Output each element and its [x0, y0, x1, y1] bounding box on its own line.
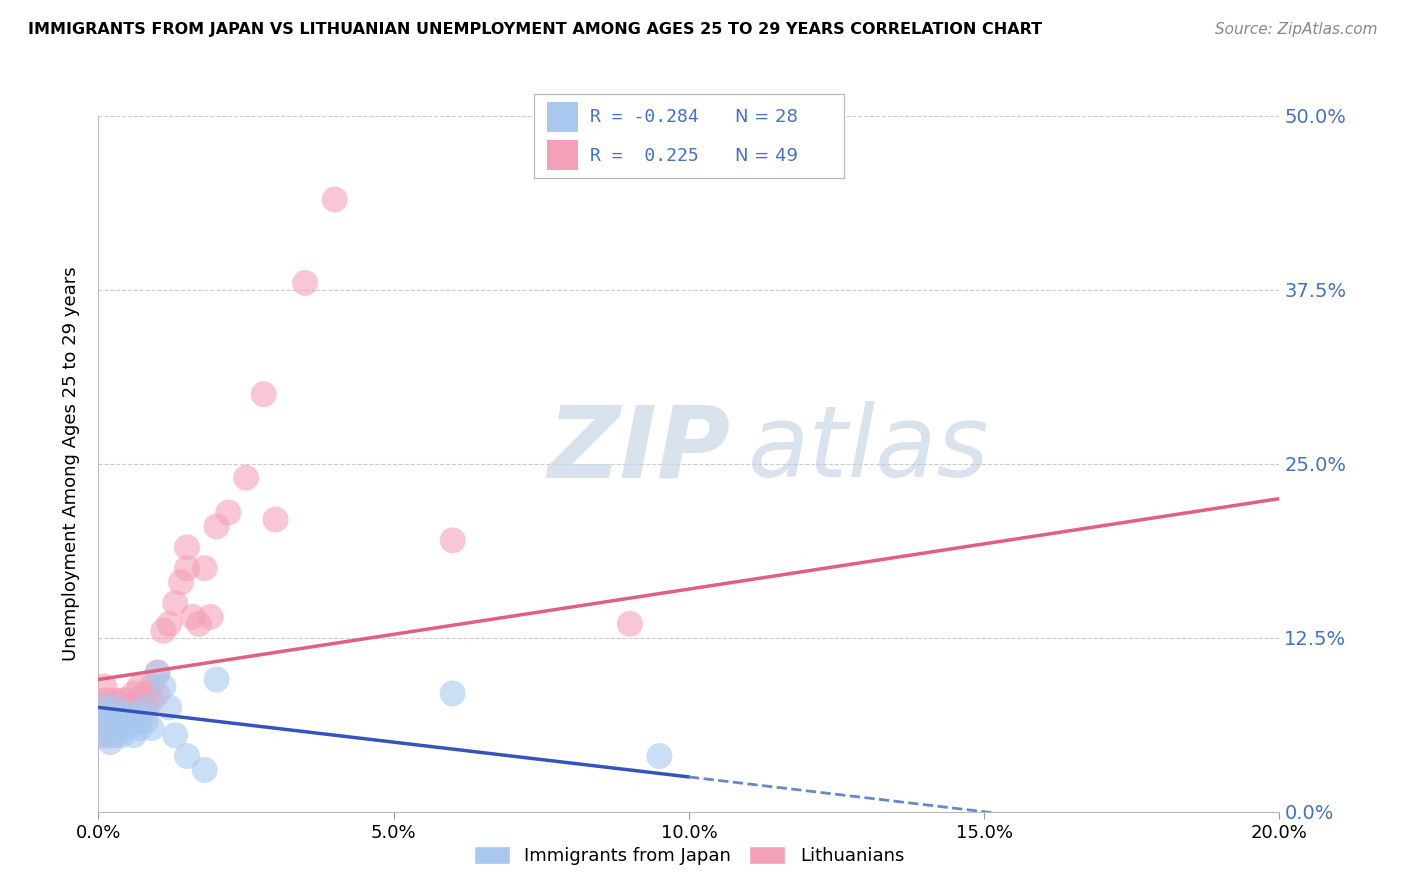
Point: [117, 721, 139, 735]
Point: [165, 728, 187, 742]
Point: [122, 700, 145, 714]
Point: [93, 680, 115, 694]
Y-axis label: Unemployment Among Ages 25 to 29 years: Unemployment Among Ages 25 to 29 years: [62, 267, 80, 661]
Point: [93, 700, 115, 714]
Point: [135, 700, 157, 714]
Point: [141, 693, 163, 707]
Point: [194, 763, 217, 777]
Point: [128, 721, 150, 735]
Text: IMMIGRANTS FROM JAPAN VS LITHUANIAN UNEMPLOYMENT AMONG AGES 25 TO 29 YEARS CORRE: IMMIGRANTS FROM JAPAN VS LITHUANIAN UNEM…: [28, 22, 1042, 37]
Point: [98, 728, 121, 742]
Point: [98, 693, 121, 707]
Point: [117, 714, 139, 729]
Point: [98, 707, 121, 722]
Text: N = 49: N = 49: [735, 146, 799, 164]
Text: N = 28: N = 28: [735, 109, 799, 127]
Point: [98, 721, 121, 735]
Point: [294, 276, 316, 290]
Point: [152, 680, 174, 694]
Point: [217, 506, 239, 520]
Point: [105, 721, 128, 735]
Point: [235, 471, 257, 485]
Bar: [547, 103, 578, 132]
Point: [441, 533, 464, 548]
Point: [165, 596, 187, 610]
Point: [128, 693, 150, 707]
Point: [146, 665, 169, 680]
Point: [111, 714, 134, 729]
Point: [323, 193, 346, 207]
Point: [128, 707, 150, 722]
Point: [181, 610, 204, 624]
Point: [205, 673, 228, 687]
Point: [619, 616, 641, 631]
Point: [146, 665, 169, 680]
Point: [117, 693, 139, 707]
Point: [170, 575, 193, 590]
Point: [122, 686, 145, 700]
Point: [176, 541, 198, 555]
Text: ZIP: ZIP: [547, 401, 730, 499]
Point: [117, 707, 139, 722]
Point: [105, 700, 128, 714]
Point: [93, 693, 115, 707]
Text: R =  0.225: R = 0.225: [591, 146, 699, 164]
Point: [93, 714, 115, 729]
Text: R = -0.284: R = -0.284: [591, 109, 699, 127]
Point: [141, 680, 163, 694]
Point: [187, 616, 209, 631]
Bar: [547, 140, 578, 169]
Point: [105, 707, 128, 722]
Point: [117, 707, 139, 722]
Point: [135, 714, 157, 729]
Point: [176, 749, 198, 764]
Point: [93, 728, 115, 742]
Point: [146, 686, 169, 700]
Point: [93, 728, 115, 742]
Point: [105, 728, 128, 742]
Point: [128, 714, 150, 729]
Point: [98, 735, 121, 749]
Point: [128, 680, 150, 694]
Point: [157, 616, 180, 631]
Point: [253, 387, 276, 401]
Point: [135, 700, 157, 714]
Point: [176, 561, 198, 575]
Point: [135, 686, 157, 700]
Point: [264, 512, 287, 526]
Text: atlas: atlas: [748, 401, 990, 499]
Point: [93, 700, 115, 714]
Point: [98, 714, 121, 729]
Point: [441, 686, 464, 700]
Point: [157, 700, 180, 714]
Point: [122, 714, 145, 729]
Point: [648, 749, 671, 764]
Point: [105, 693, 128, 707]
Point: [122, 714, 145, 729]
Legend: Immigrants from Japan, Lithuanians: Immigrants from Japan, Lithuanians: [467, 838, 911, 872]
Point: [111, 728, 134, 742]
Point: [98, 707, 121, 722]
Point: [152, 624, 174, 638]
Point: [111, 707, 134, 722]
Point: [111, 693, 134, 707]
Point: [122, 728, 145, 742]
Point: [194, 561, 217, 575]
Point: [205, 519, 228, 533]
Point: [200, 610, 222, 624]
Point: [111, 714, 134, 729]
Point: [141, 721, 163, 735]
Text: Source: ZipAtlas.com: Source: ZipAtlas.com: [1215, 22, 1378, 37]
Point: [93, 714, 115, 729]
